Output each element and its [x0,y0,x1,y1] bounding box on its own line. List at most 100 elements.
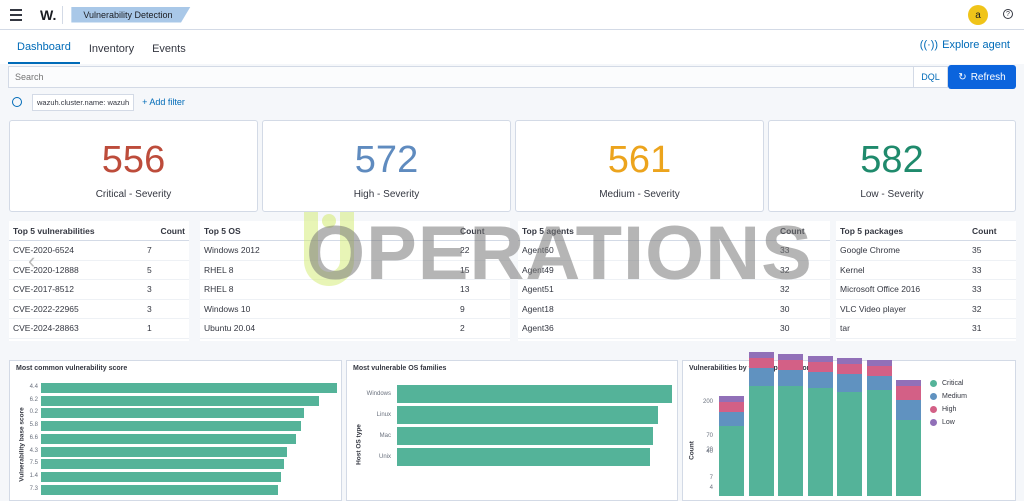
col-header[interactable]: Top 5 OS [204,225,241,236]
wazuh-logo[interactable]: W. [40,6,57,23]
table-row[interactable]: Agent60 33 [518,241,830,261]
col-header[interactable]: Count [972,225,997,236]
stacked-bar-segment[interactable] [896,420,921,496]
add-filter-button[interactable]: + Add filter [142,97,185,107]
table-row[interactable]: CVE-2020-12888 5 [9,261,189,280]
y-tick-label: Unix [378,454,391,460]
tab-inventory[interactable]: Inventory [88,43,135,55]
table-row[interactable]: Ubuntu 20.04 2 [200,319,510,339]
stacked-bar-segment[interactable] [866,360,892,366]
critical-severity-card[interactable]: 556 Critical - Severity [9,120,258,212]
table-row[interactable]: Agent51 32 [518,280,830,300]
table-row[interactable]: tar 31 [836,319,1016,339]
search-input[interactable] [8,66,914,88]
stacked-bar-segment[interactable] [866,376,892,390]
table-row[interactable]: Kernel 33 [836,261,1016,280]
cell: 15 [460,264,470,275]
table-row[interactable]: CVE-2017-8512 3 [9,280,189,300]
legend-item[interactable]: Critical [930,380,967,387]
bar[interactable] [397,427,653,445]
table-row[interactable]: VLC Video player 32 [836,300,1016,319]
stacked-bar-segment[interactable] [807,362,833,372]
stacked-bar-segment[interactable] [807,372,833,388]
bar[interactable] [41,484,278,495]
stacked-bar-segment[interactable] [866,390,892,496]
stacked-bar-segment[interactable] [748,358,774,368]
bar[interactable] [41,383,337,393]
stacked-bar-segment[interactable] [719,402,744,412]
dql-toggle[interactable]: DQL [914,66,948,88]
medium-severity-card[interactable]: 561 Medium - Severity [515,120,764,212]
stacked-bar-segment[interactable] [748,386,774,496]
legend-item[interactable]: Low [930,419,967,426]
cell: 35 [972,245,982,256]
table-row[interactable]: Microsoft Office 2016 33 [836,280,1016,300]
stacked-bar-segment[interactable] [748,368,774,386]
stacked-bar-segment[interactable] [807,388,833,496]
bar[interactable] [397,406,659,424]
col-header[interactable]: Top 5 packages [840,225,904,236]
table-row[interactable]: Agent36 30 [518,319,830,339]
stacked-bar-segment[interactable] [748,352,774,358]
col-header[interactable]: Top 5 vulnerabilities [13,225,95,236]
stacked-bar-segment[interactable] [778,354,803,360]
table-row[interactable]: Google Chrome 35 [836,241,1016,261]
bar[interactable] [41,395,320,406]
cell: 33 [972,284,982,295]
stacked-bar-segment[interactable] [866,366,892,376]
high-severity-card[interactable]: 572 High - Severity [262,120,511,212]
bar[interactable] [397,385,672,403]
stacked-bar-segment[interactable] [778,370,803,386]
tab-dashboard[interactable]: Dashboard [8,41,80,64]
filter-pill[interactable]: wazuh.cluster.name: wazuh [32,93,135,111]
tab-events[interactable]: Events [152,43,186,55]
table-row[interactable]: CVE-2020-6524 7 [9,241,189,261]
col-header[interactable]: Count [160,225,185,236]
table-row[interactable]: CVE-2022-22965 3 [9,300,189,319]
stacked-bar-segment[interactable] [778,360,803,370]
filter-options-icon[interactable] [12,97,22,107]
bar[interactable] [397,448,650,466]
bar[interactable] [41,459,284,470]
bar[interactable] [41,446,287,457]
table-row[interactable]: Agent49 32 [518,261,830,280]
y-tick-label: 5.8 [29,422,38,429]
stacked-bar-segment[interactable] [778,386,803,496]
legend-label: Low [942,419,955,426]
col-header[interactable]: Top 5 agents [522,225,574,236]
col-header[interactable]: Count [780,225,805,236]
legend-item[interactable]: High [930,406,967,413]
refresh-button[interactable]: ↻ Refresh [948,65,1016,89]
stacked-bar-segment[interactable] [719,396,744,402]
legend-item[interactable]: Medium [930,393,967,400]
breadcrumb[interactable]: Vulnerability Detection [71,6,191,23]
bar[interactable] [41,433,296,444]
hamburger-menu-icon[interactable] [10,6,28,24]
table-row[interactable]: Windows 10 9 [200,300,510,319]
stacked-bar-segment[interactable] [837,364,862,374]
bar[interactable] [41,471,281,482]
bar[interactable] [41,408,305,419]
table-row[interactable]: RHEL 8 13 [200,280,510,300]
stacked-bar-segment[interactable] [896,400,921,420]
table-row[interactable]: CVE-2024-28863 1 [9,319,189,339]
stacked-bar-segment[interactable] [896,380,921,386]
table-row[interactable]: Windows 2012 22 [200,241,510,261]
cell: RHEL 8 [204,284,234,295]
top-bar: W. Vulnerability Detection a ? [0,0,1024,30]
table-row[interactable]: RHEL 8 15 [200,261,510,280]
stacked-bar-segment[interactable] [719,426,744,496]
explore-agent-button[interactable]: ((·)) Explore agent [920,39,1010,51]
bar[interactable] [41,421,302,432]
avatar[interactable]: a [968,5,988,25]
help-icon[interactable]: ? [1003,9,1013,19]
stacked-bar-segment[interactable] [837,358,862,364]
stacked-bar-segment[interactable] [837,392,862,496]
stacked-bar-segment[interactable] [719,412,744,426]
table-row[interactable]: Agent18 30 [518,300,830,319]
low-severity-card[interactable]: 582 Low - Severity [768,120,1016,212]
stacked-bar-segment[interactable] [837,374,862,392]
stacked-bar-segment[interactable] [807,356,833,362]
stacked-bar-segment[interactable] [896,386,921,400]
col-header[interactable]: Count [460,225,485,236]
